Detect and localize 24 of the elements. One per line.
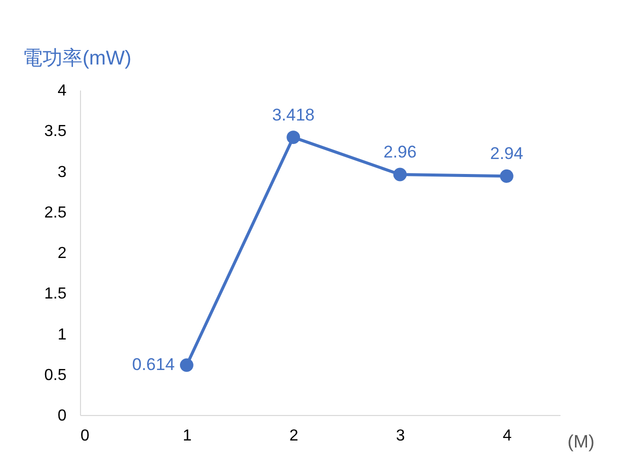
data-label: 2.94: [490, 144, 524, 164]
y-tick-label: 4: [58, 82, 67, 100]
data-label: 0.614: [132, 355, 175, 374]
y-tick-label: 1.5: [44, 286, 67, 303]
point: [286, 130, 300, 144]
x-axis-title: (M): [568, 432, 594, 452]
data-label: 2.96: [383, 142, 417, 162]
y-tick-label: 0: [58, 408, 67, 424]
x-tick-label: 1: [182, 428, 192, 444]
y-tick-label: 3: [58, 164, 67, 181]
x-tick-label: 3: [396, 428, 406, 444]
y-tick-label: 0.5: [44, 366, 67, 384]
y-tick-label: 2: [58, 245, 67, 262]
point: [180, 358, 194, 372]
y-tick-label: 3.5: [44, 123, 67, 140]
y-tick-label: 2.5: [44, 204, 67, 222]
point: [500, 169, 514, 183]
x-tick-label: 4: [502, 428, 512, 444]
data-label: 3.418: [272, 105, 315, 124]
y-tick-label: 1: [58, 326, 67, 344]
x-tick-label: 2: [289, 428, 298, 444]
y-axis-title: 電功率(mW): [22, 48, 132, 70]
point: [393, 168, 407, 182]
x-tick-label: 0: [80, 428, 90, 444]
